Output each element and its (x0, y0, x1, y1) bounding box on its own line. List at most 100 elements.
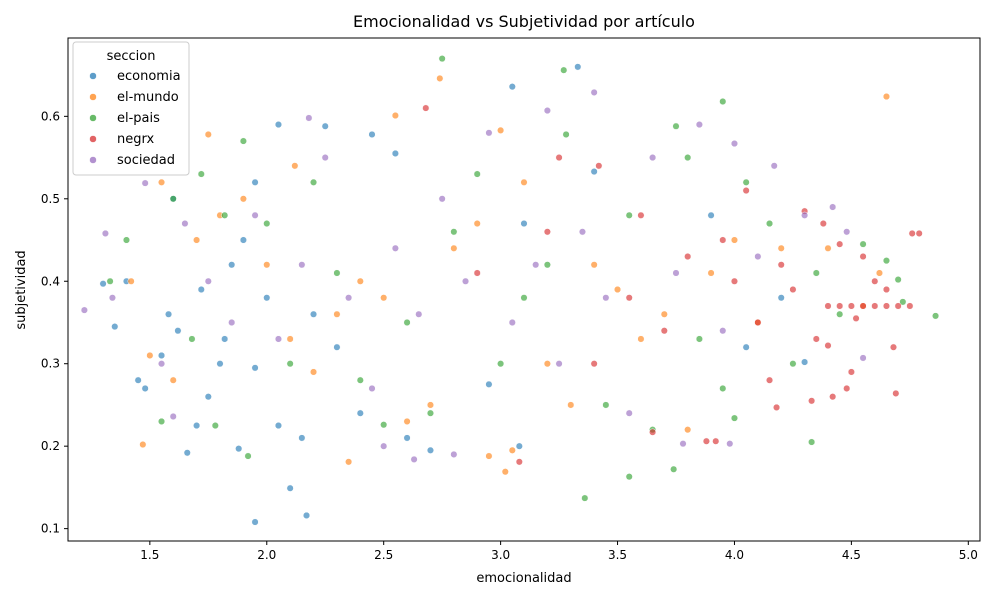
data-point-el-pais (438, 55, 446, 63)
data-point-economia (508, 83, 516, 91)
data-point-el-mundo (567, 401, 575, 409)
data-point-economia (228, 261, 236, 269)
data-point-el-pais (789, 360, 797, 368)
data-point-economia (239, 236, 247, 244)
data-point-el-mundo (590, 261, 598, 269)
data-point-economia (801, 358, 809, 366)
data-point-economia (403, 434, 411, 442)
data-point-el-pais (221, 211, 229, 219)
data-point-el-pais (239, 137, 247, 145)
data-point-el-mundo (169, 376, 177, 384)
data-point-economia (302, 511, 311, 519)
data-point-economia (134, 376, 142, 384)
data-point-el-pais (625, 211, 633, 219)
data-point-sociedad (450, 450, 458, 458)
data-point-el-pais (197, 170, 205, 178)
data-point-negrx (719, 236, 727, 244)
data-point-negrx (555, 154, 563, 162)
data-point-el-pais (562, 130, 570, 139)
data-point-economia (221, 335, 229, 343)
data-point-sociedad (228, 318, 236, 327)
data-point-economia (777, 294, 785, 302)
data-point-negrx (859, 252, 867, 261)
data-point-sociedad (101, 229, 109, 237)
data-point-economia (574, 63, 582, 71)
data-point-economia (274, 422, 283, 430)
data-point-el-pais (859, 240, 867, 248)
x-tick-label: 2.5 (374, 548, 393, 562)
x-tick-label: 4.0 (725, 548, 744, 562)
data-point-negrx (908, 229, 916, 237)
x-tick-label: 1.5 (140, 548, 159, 562)
data-point-sociedad (380, 442, 388, 450)
data-point-el-mundo (193, 236, 201, 244)
data-point-sociedad (532, 261, 540, 269)
data-point-negrx (473, 269, 481, 277)
legend-label-economia: economia (117, 69, 181, 84)
data-point-negrx (882, 302, 891, 310)
data-point-el-pais (719, 384, 727, 393)
data-point-el-mundo (450, 244, 458, 252)
data-point-economia (515, 442, 523, 450)
data-point-el-pais (188, 335, 196, 343)
data-point-el-pais (106, 277, 114, 285)
data-point-negrx (765, 376, 774, 384)
data-point-negrx (915, 229, 923, 237)
data-point-sociedad (321, 154, 329, 162)
data-point-el-mundo (426, 401, 435, 409)
data-point-sociedad (719, 327, 727, 335)
data-point-sociedad (485, 129, 493, 137)
data-point-economia (321, 122, 329, 130)
data-point-el-pais (403, 318, 411, 327)
data-point-el-mundo (291, 162, 299, 170)
x-tick-label: 2.0 (257, 548, 276, 562)
data-point-negrx (829, 393, 837, 401)
data-point-sociedad (829, 203, 837, 211)
data-point-sociedad (672, 269, 680, 277)
data-point-el-mundo (146, 351, 154, 360)
data-point-negrx (819, 219, 827, 228)
data-point-sociedad (415, 310, 423, 318)
data-point-sociedad (679, 440, 687, 448)
legend-label-el-mundo: el-mundo (117, 90, 179, 105)
data-point-el-pais (263, 219, 271, 228)
data-point-sociedad (590, 88, 598, 96)
data-point-negrx (892, 389, 900, 397)
x-tick-label: 3.0 (491, 548, 510, 562)
data-point-el-mundo (882, 92, 891, 101)
data-point-el-pais (157, 417, 166, 425)
data-point-economia (391, 149, 399, 157)
data-point-sociedad (204, 277, 212, 285)
plot-area (68, 38, 980, 541)
data-point-negrx (812, 335, 820, 343)
data-point-el-mundo (204, 130, 212, 139)
data-point-negrx (852, 314, 860, 322)
data-point-sociedad (602, 294, 610, 302)
data-point-el-mundo (286, 335, 294, 343)
data-point-economia (251, 178, 259, 186)
data-point-negrx (889, 343, 898, 351)
data-point-el-mundo (356, 277, 364, 285)
legend-marker-negrx (89, 135, 97, 143)
data-point-sociedad (578, 228, 587, 236)
data-point-economia (485, 380, 493, 388)
data-point-negrx (625, 294, 633, 302)
data-point-economia (356, 409, 364, 417)
legend-marker-el-mundo (89, 93, 97, 101)
data-point-negrx (836, 240, 844, 248)
y-tick-label: 0.2 (41, 439, 60, 453)
legend-marker-economia (89, 72, 97, 80)
data-point-negrx (847, 368, 855, 376)
data-point-el-mundo (473, 219, 481, 228)
data-point-negrx (773, 403, 781, 411)
data-point-negrx (422, 104, 430, 112)
data-point-el-pais (672, 122, 680, 130)
data-point-sociedad (251, 211, 259, 219)
data-point-negrx (871, 302, 879, 310)
data-point-sociedad (730, 139, 739, 148)
data-point-el-pais (894, 276, 902, 284)
data-point-el-mundo (520, 178, 528, 186)
plot-frame (67, 37, 981, 542)
data-point-el-mundo (660, 310, 668, 318)
